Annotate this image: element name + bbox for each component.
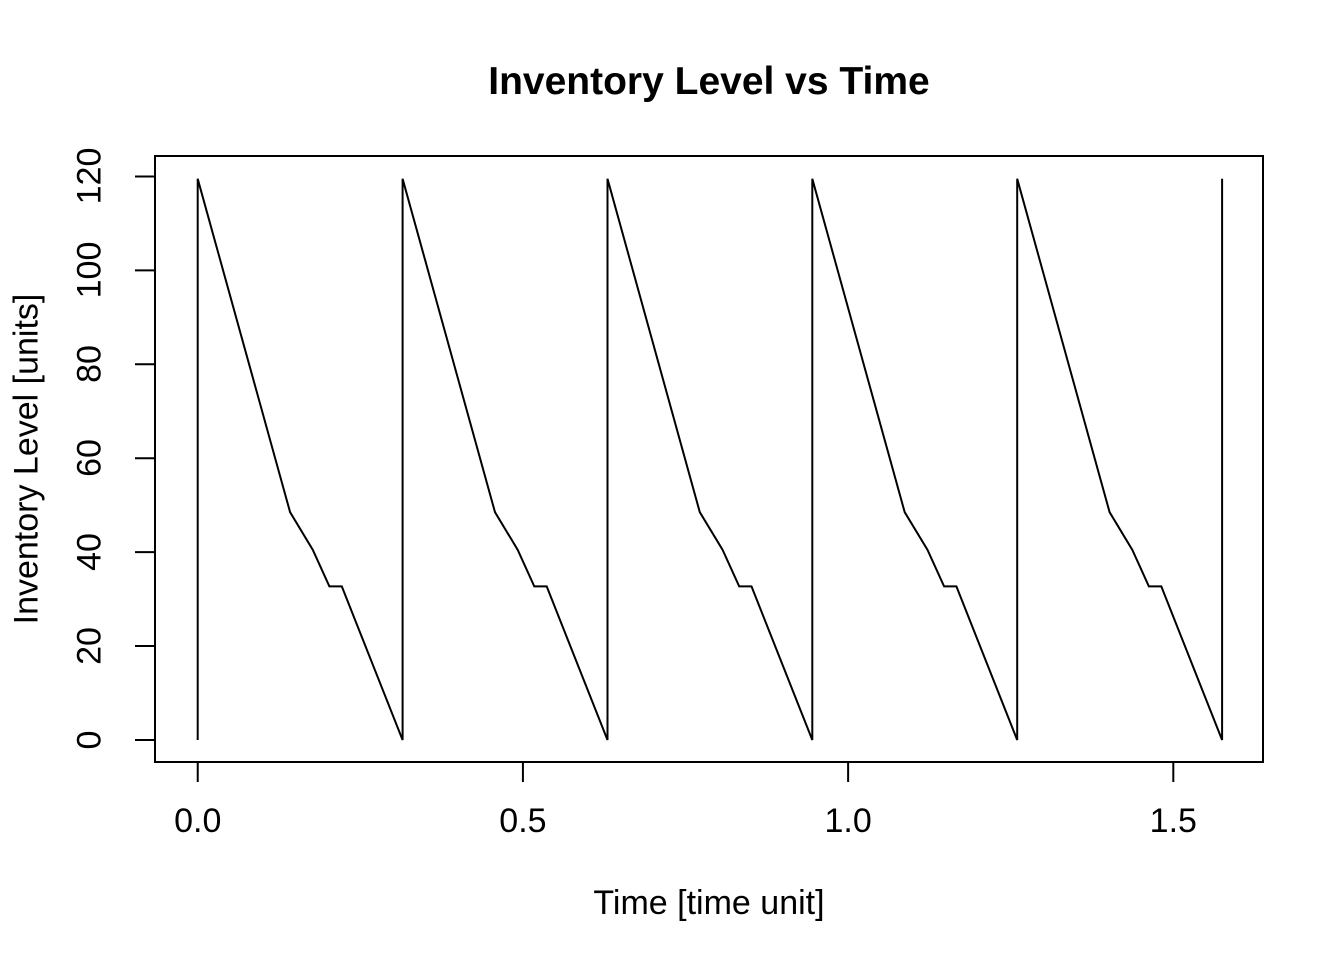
x-axis-label: Time [time unit] <box>593 884 825 922</box>
y-tick-label: 100 <box>70 242 109 299</box>
y-tick-label: 60 <box>70 439 109 478</box>
y-tick-label: 20 <box>70 627 109 665</box>
x-tick-label: 1.0 <box>824 802 872 840</box>
y-tick-label: 120 <box>70 148 109 205</box>
y-tick-label: 0 <box>70 730 109 750</box>
y-tick-label: 40 <box>70 533 109 572</box>
chart-title: Inventory Level vs Time <box>488 60 930 103</box>
x-tick-label: 1.5 <box>1149 802 1197 840</box>
x-tick-label: 0.0 <box>174 802 222 840</box>
x-tick-label: 0.5 <box>499 802 547 840</box>
y-tick-label: 80 <box>70 345 109 384</box>
inventory-line-series <box>196 178 1224 741</box>
plot-box <box>154 155 1264 763</box>
